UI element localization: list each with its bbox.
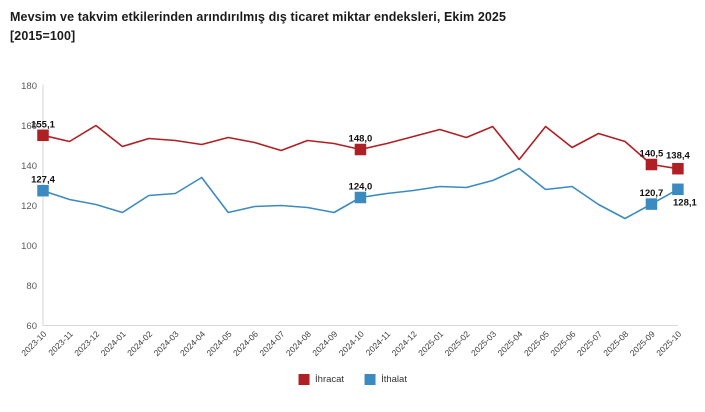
x-axis-tick-label: 2025-09 (628, 329, 657, 358)
chart-subtitle: [2015=100] (10, 29, 76, 43)
legend-item-ihracat[interactable]: İhracat (298, 374, 344, 385)
x-axis-tick-label: 2024-04 (178, 329, 207, 358)
ithalat-swatch-icon (364, 374, 376, 385)
legend-item-ithalat[interactable]: İthalat (364, 374, 407, 385)
y-axis-tick-label: 140 (21, 161, 37, 172)
data-point-marker[interactable] (37, 184, 49, 197)
y-axis-tick-label: 100 (21, 241, 37, 252)
x-axis-tick-label: 2024-10 (337, 329, 366, 358)
x-axis-tick-label: 2024-05 (204, 329, 233, 358)
y-axis-tick-label: 80 (26, 281, 37, 292)
x-axis-tick-label: 2025-05 (522, 329, 551, 358)
data-point-label: 120,7 (640, 188, 664, 199)
data-point-label: 124,0 (349, 182, 373, 193)
chart-title-block: Mevsim ve takvim etkilerinden arındırılm… (10, 8, 700, 46)
x-axis-tick-label: 2025-04 (495, 329, 524, 358)
x-axis-tick-label: 2024-01 (99, 329, 128, 358)
ihracat-swatch-icon (298, 374, 310, 385)
legend-label-ihracat: İhracat (315, 374, 345, 385)
data-point-label: 138,4 (666, 151, 690, 162)
x-axis-tick-label: 2024-07 (257, 329, 286, 358)
x-axis-tick-label: 2024-09 (310, 329, 339, 358)
data-point-label: 128,1 (673, 197, 697, 208)
x-axis-tick-label: 2023-11 (46, 329, 75, 358)
data-point-marker[interactable] (37, 129, 49, 142)
x-axis-tick-label: 2024-11 (364, 329, 393, 358)
x-axis-tick-label: 2024-03 (152, 329, 181, 358)
data-point-marker[interactable] (672, 183, 684, 196)
x-axis-tick-label: 2024-12 (390, 329, 419, 358)
x-axis-tick-label: 2024-02 (125, 329, 154, 358)
data-point-marker[interactable] (354, 143, 367, 156)
data-point-label: 148,0 (349, 134, 373, 145)
data-point-label: 127,4 (31, 175, 55, 186)
x-axis-tick-label: 2025-08 (601, 329, 630, 358)
x-axis-tick-label: 2025-10 (654, 329, 683, 358)
x-axis-tick-label: 2025-06 (548, 329, 577, 358)
data-point-marker[interactable] (672, 162, 684, 175)
x-axis-tick-label: 2025-01 (416, 329, 445, 358)
data-point-marker[interactable] (354, 191, 367, 204)
x-axis-tick-label: 2025-03 (469, 329, 498, 358)
chart-title: Mevsim ve takvim etkilerinden arındırılm… (10, 10, 507, 24)
x-axis-tick-label: 2024-08 (284, 329, 313, 358)
data-point-label: 155,1 (31, 119, 55, 130)
x-axis-tick-label: 2025-07 (575, 329, 604, 358)
data-point-marker[interactable] (645, 198, 658, 210)
chart-legend: İhracat İthalat (298, 374, 407, 385)
y-axis-tick-label: 160 (21, 121, 37, 132)
x-axis-tick-label: 2023-12 (72, 329, 101, 358)
y-axis-tick-label: 180 (21, 81, 37, 92)
x-axis-tick-label: 2024-06 (231, 329, 260, 358)
x-axis-tick-label: 2025-02 (443, 329, 472, 358)
y-axis-tick-label: 60 (26, 321, 37, 332)
legend-label-ithalat: İthalat (381, 374, 407, 385)
y-axis-tick-label: 120 (21, 201, 37, 212)
x-axis-tick-label: 2023-10 (19, 329, 48, 358)
data-point-marker[interactable] (645, 158, 658, 171)
data-point-label: 140,5 (640, 149, 664, 160)
